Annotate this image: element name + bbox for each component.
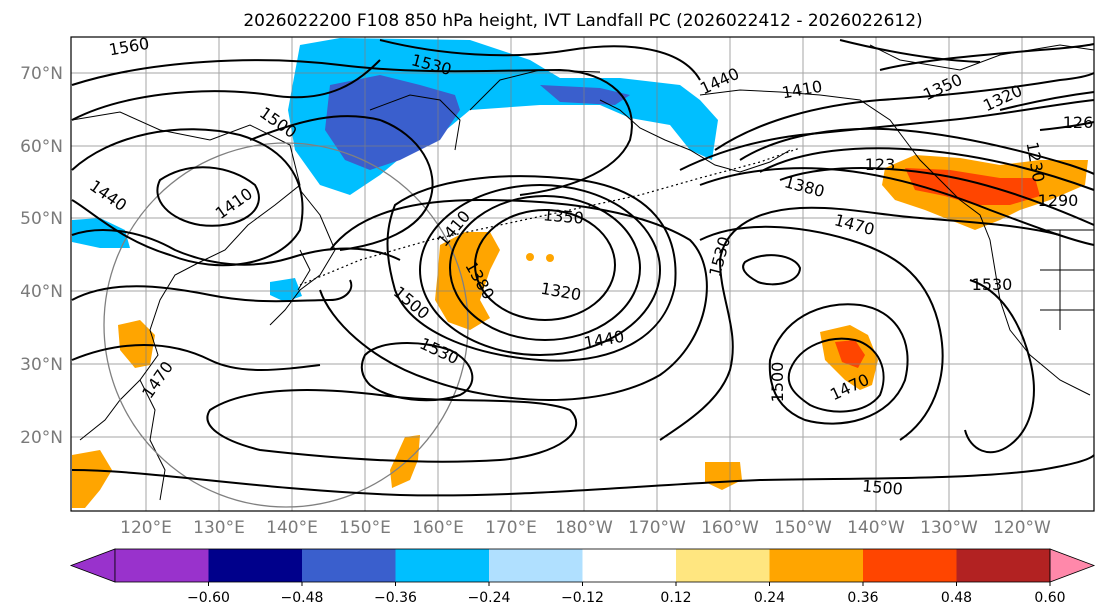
lat-label-20n: 20°N [20, 428, 63, 448]
orange-spot [526, 253, 534, 261]
lon-label-140e: 140°E [266, 518, 318, 538]
red-region-northeast [905, 168, 1040, 205]
map-background [71, 37, 1094, 511]
contour-label-1260: 126 [1063, 113, 1094, 132]
longitude-labels: 120°E 130°E 140°E 150°E 160°E 170°E 180°… [120, 518, 1051, 538]
colorbar-tick-label: 0.60 [1034, 590, 1065, 604]
colorbar-tick-label: −0.24 [468, 590, 511, 604]
colorbar-segment [676, 549, 770, 582]
colorbar-tick-label: 0.48 [941, 590, 972, 604]
latitude-labels: 70°N 60°N 50°N 40°N 30°N 20°N [20, 64, 63, 448]
gridlines [71, 37, 1094, 511]
radius-circle [103, 142, 469, 508]
colorbar: −0.60 −0.48 −0.36 −0.24 −0.12 0.12 0.24 0.36 0.4… [69, 548, 1096, 606]
lon-label-120e: 120°E [120, 518, 172, 538]
lat-label-40n: 40°N [20, 282, 63, 302]
lat-label-30n: 30°N [20, 355, 63, 375]
colorbar-tick-label: −0.48 [281, 590, 324, 604]
height-contours [71, 39, 1095, 497]
lat-label-60n: 60°N [20, 137, 63, 157]
contour-label-1290: 1290 [1038, 191, 1079, 210]
colorbar-segment [582, 549, 677, 582]
lon-label-160e: 160°E [412, 518, 464, 538]
colorbar-segments [69, 548, 1096, 583]
lon-label-170w: 170°W [628, 518, 686, 538]
colorbar-segment [489, 549, 583, 582]
colorbar-segment [302, 549, 396, 582]
lon-label-150w: 150°W [774, 518, 832, 538]
blue-region-japan [270, 278, 302, 302]
dark-blue-region-east [540, 85, 630, 105]
colorbar-segment [769, 549, 864, 582]
colorbar-tick-label: 0.24 [754, 590, 785, 604]
colorbar-segment [863, 549, 957, 582]
colorbar-segment [208, 549, 303, 582]
lat-label-50n: 50°N [20, 209, 63, 229]
lon-label-140w: 140°W [847, 518, 905, 538]
map-panel: 1560 1530 1500 1440 1410 1440 1410 1350 … [70, 34, 1095, 512]
colorbar-tick-label: −0.12 [561, 590, 604, 604]
colorbar-tick-label: 0.36 [847, 590, 878, 604]
lon-label-150e: 150°E [339, 518, 391, 538]
colorbar-segment [115, 549, 209, 582]
contour-label-1500-south: 1500 [861, 476, 903, 498]
contour-label-1500-east: 1500 [768, 362, 787, 403]
colorbar-extend-right [1049, 548, 1096, 583]
colorbar-ticks: −0.60 −0.48 −0.36 −0.24 −0.12 0.12 0.24 0.36 0.4… [187, 582, 1066, 606]
lon-label-160w: 160°W [701, 518, 759, 538]
colorbar-extend-left [69, 548, 116, 583]
colorbar-tick-label: −0.36 [374, 590, 417, 604]
dateline-track [299, 147, 801, 286]
lat-label-70n: 70°N [20, 64, 63, 84]
coastlines [71, 44, 1095, 501]
contour-label-1530-far-east: 1530 [972, 275, 1013, 294]
colorbar-segment [956, 549, 1051, 582]
lon-label-120w: 120°W [993, 518, 1051, 538]
figure-title: 2026022200 F108 850 hPa height, IVT Land… [243, 11, 922, 31]
contour-label-1230: 123 [865, 155, 896, 174]
contour-label-1350-center: 1350 [542, 205, 584, 227]
lon-label-130e: 130°E [193, 518, 245, 538]
colorbar-tick-label: −0.60 [187, 590, 230, 604]
red-region-east [835, 340, 865, 368]
lon-label-170e: 170°E [485, 518, 537, 538]
orange-region-southwest [72, 450, 112, 508]
lon-label-130w: 130°W [920, 518, 978, 538]
lon-label-180w: 180°W [555, 518, 613, 538]
map-border [70, 36, 1095, 512]
colorbar-segment [395, 549, 490, 582]
blue-region-west [72, 218, 130, 248]
colorbar-tick-label: 0.12 [660, 590, 691, 604]
orange-spot-2 [546, 254, 554, 262]
